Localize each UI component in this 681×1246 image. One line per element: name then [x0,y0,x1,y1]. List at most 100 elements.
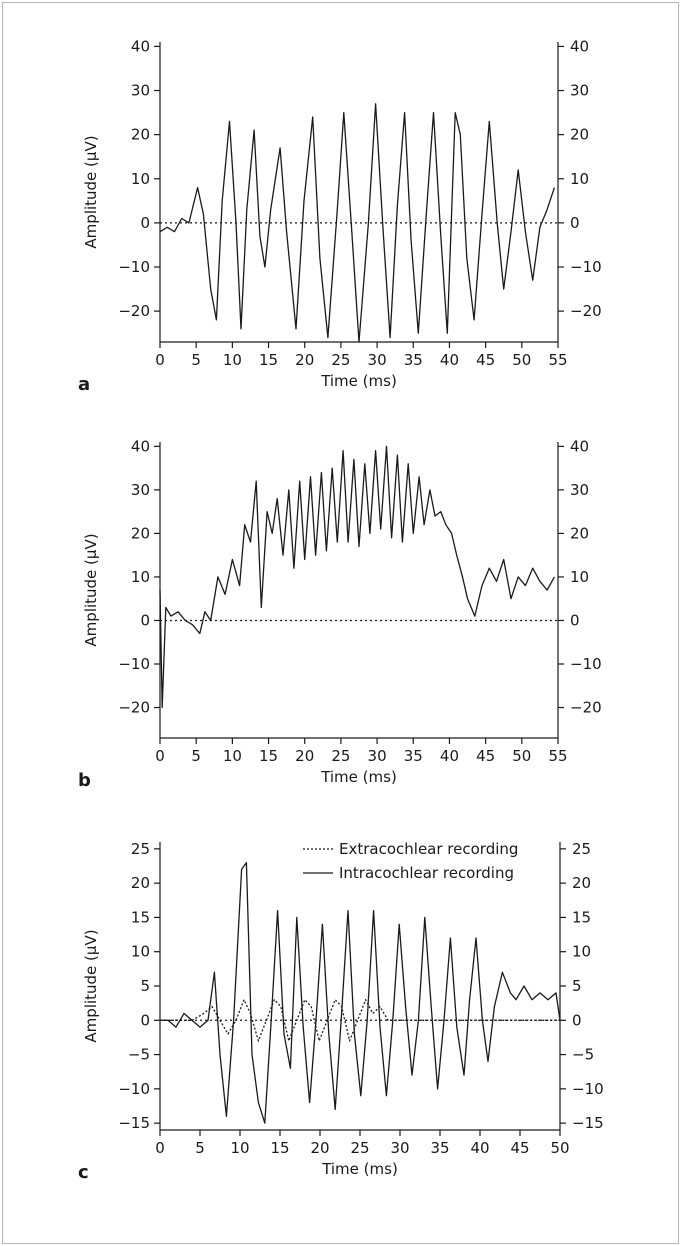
x-tick-label: 35 [430,1139,449,1157]
series-line-response [159,103,556,343]
x-tick-label: 20 [310,1139,329,1157]
y-tick-label-right: 20 [570,524,589,542]
chart-panel-b: 0 5 10 15 20 25 30 35 40 45 50 55 40 30 20 10 0 −10 −20 40 3… [78,437,602,791]
x-tick-label: 30 [368,351,387,369]
y-tick-label-left: 30 [131,82,150,100]
y-tick-label-right: −10 [572,1080,604,1098]
x-axis-label: Time (ms) [320,372,397,390]
x-tick-label: 5 [195,1139,205,1157]
x-tick-label: 40 [470,1139,489,1157]
y-tick-label-left: −10 [118,258,150,276]
y-tick-label-left: −15 [118,1114,150,1132]
y-tick-label-right: 40 [570,437,589,455]
x-tick-label: 50 [512,747,531,765]
panel-label: b [78,770,91,791]
y-tick-label-right: 0 [570,214,580,232]
x-tick-label: 0 [155,747,165,765]
x-tick-label: 35 [404,747,423,765]
y-tick-label-right: 30 [570,82,589,100]
y-tick-label-right: −20 [570,302,602,320]
y-tick-label-right: 20 [572,874,591,892]
y-tick-label-right: 0 [572,1011,582,1029]
y-tick-label-left: −10 [118,1080,150,1098]
y-tick-label-left: 40 [131,37,150,55]
legend-label: Intracochlear recording [339,864,514,882]
y-tick-label-left: 5 [140,977,150,995]
y-tick-label-left: −10 [118,655,150,673]
x-tick-label: 55 [548,747,567,765]
y-tick-label-right: 20 [570,126,589,144]
y-tick-label-left: 20 [131,874,150,892]
y-tick-label-right: 10 [570,170,589,188]
x-tick-label: 45 [476,351,495,369]
x-tick-label: 15 [270,1139,289,1157]
x-tick-label: 15 [259,351,278,369]
panel-label: a [78,374,90,395]
y-tick-label-left: 10 [131,568,150,586]
y-tick-label-right: 10 [572,943,591,961]
y-tick-label-left: 0 [140,1011,150,1029]
x-tick-label: 25 [350,1139,369,1157]
y-tick-label-left: 0 [140,214,150,232]
y-tick-label-right: −5 [572,1046,594,1064]
x-tick-label: 40 [440,351,459,369]
y-tick-label-left: 15 [131,908,150,926]
y-tick-label-right: 0 [570,611,580,629]
y-tick-label-left: 25 [131,840,150,858]
series-line-response [159,445,555,709]
x-tick-label: 45 [510,1139,529,1157]
y-tick-label-left: 10 [131,943,150,961]
x-tick-label: 55 [548,351,567,369]
x-tick-label: 45 [476,747,495,765]
x-tick-label: 20 [295,747,314,765]
x-tick-label: 5 [191,351,201,369]
y-tick-label-right: 15 [572,908,591,926]
x-axis-label: Time (ms) [320,768,397,786]
x-axis-label: Time (ms) [321,1160,398,1178]
x-tick-label: 20 [295,351,314,369]
x-tick-label: 25 [331,747,350,765]
y-tick-label-left: 20 [131,524,150,542]
y-tick-label-right: −20 [570,699,602,717]
x-tick-label: 10 [223,351,242,369]
x-tick-label: 0 [155,1139,165,1157]
y-tick-label-left: 0 [140,611,150,629]
y-axis-label: Amplitude (µV) [82,135,100,248]
y-tick-label-right: −10 [570,655,602,673]
x-tick-label: 40 [440,747,459,765]
y-tick-label-right: 25 [572,840,591,858]
y-tick-label-right: 30 [570,481,589,499]
x-tick-label: 35 [404,351,423,369]
x-tick-label: 15 [259,747,278,765]
x-tick-label: 10 [230,1139,249,1157]
y-tick-label-right: 40 [570,37,589,55]
y-tick-label-left: 30 [131,481,150,499]
x-tick-label: 50 [512,351,531,369]
x-tick-label: 25 [331,351,350,369]
y-tick-label-left: −5 [128,1046,150,1064]
x-tick-label: 0 [155,351,165,369]
y-tick-label-left: 40 [131,437,150,455]
x-tick-label: 30 [390,1139,409,1157]
x-tick-label: 30 [368,747,387,765]
legend-label: Extracochlear recording [339,840,518,858]
chart-panel-c: 0 5 10 15 20 25 30 35 40 45 502520151050−5−10−1525… [78,840,604,1183]
y-tick-label-left: −20 [118,302,150,320]
x-tick-label: 5 [191,747,201,765]
panel-label: c [78,1162,89,1183]
y-tick-label-left: −20 [118,699,150,717]
x-tick-label: 10 [223,747,242,765]
series-line-extracochlear [160,999,560,1042]
y-tick-label-left: 10 [131,170,150,188]
y-axis-label: Amplitude (µV) [82,929,100,1042]
y-tick-label-right: −10 [570,258,602,276]
y-axis-label: Amplitude (µV) [82,533,100,646]
series-line-intracochlear [160,861,561,1124]
chart-panel-a: 0 5 10 15 20 25 30 35 40 45 50 55 40 30 20 10 0 −10 −20 40 3… [78,37,602,395]
y-tick-label-left: 20 [131,126,150,144]
y-tick-label-right: −15 [572,1114,604,1132]
x-tick-label: 50 [550,1139,569,1157]
y-tick-label-right: 5 [572,977,582,995]
y-tick-label-right: 10 [570,568,589,586]
